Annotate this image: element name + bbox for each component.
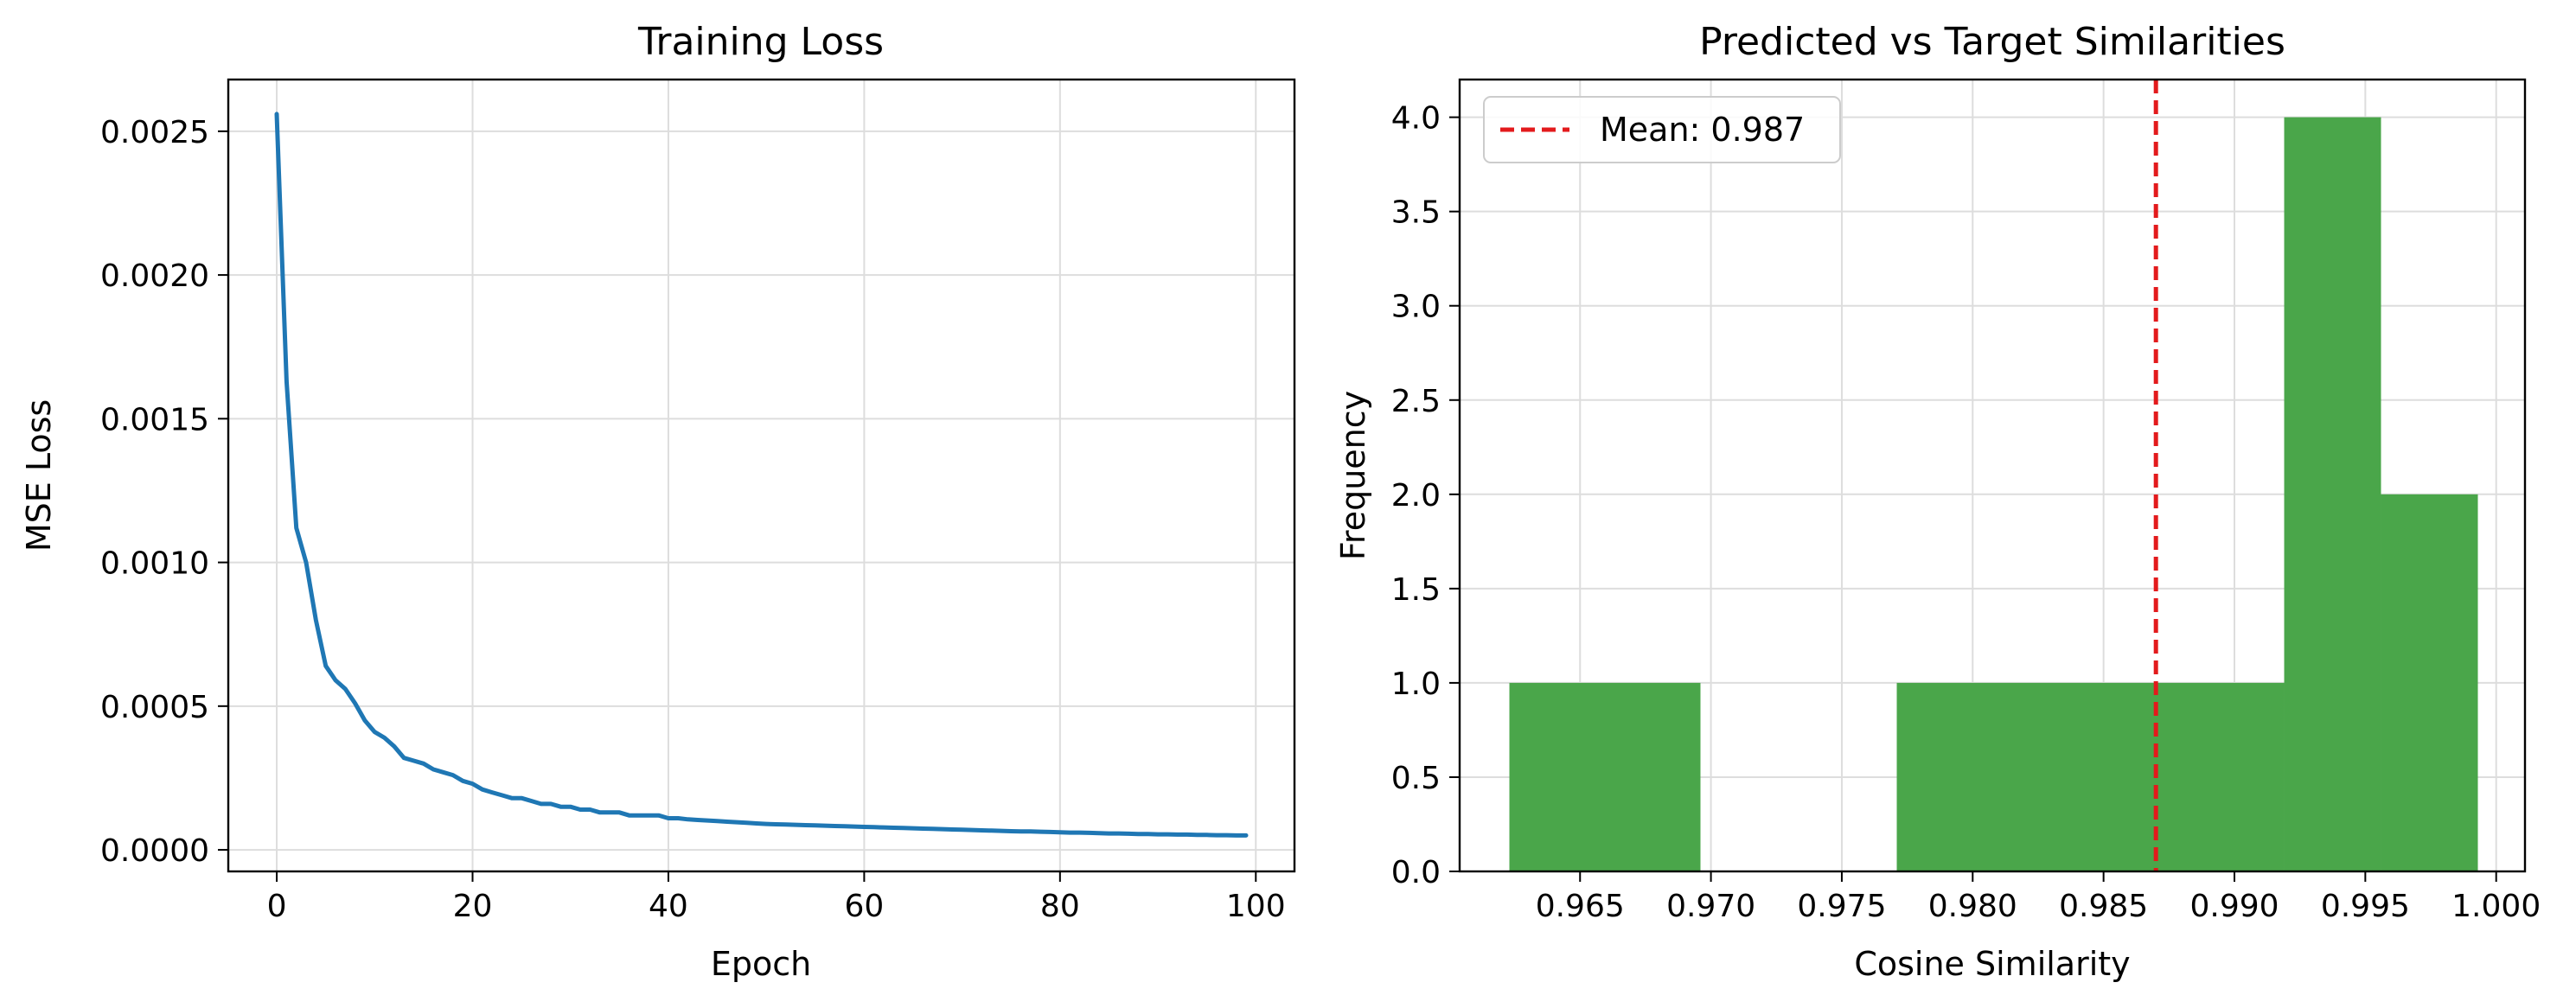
training-loss-x-tick-label: 0	[267, 889, 287, 924]
similarity-y-tick-label: 3.5	[1391, 195, 1441, 231]
training-loss-axes-frame	[227, 78, 1296, 873]
similarity-x-tick-label: 1.000	[2451, 889, 2541, 924]
similarity-y-tick-label: 2.0	[1391, 478, 1441, 514]
similarity-ticks: 0.965 0.970 0.975 0.980 0.985 0.990 0.995 1.000…	[1391, 101, 2541, 924]
legend-mean-label: Mean: 0.987	[1600, 111, 1805, 149]
training-loss-y-tick-label: 0.0015	[100, 402, 209, 437]
training-loss-chart: 0 20 40 60 80 100 0.0000 0.0005 0.0010 0.0015 0.00…	[20, 20, 1296, 983]
similarity-x-tick-label: 0.995	[2321, 889, 2410, 924]
similarity-x-tick-label: 0.970	[1666, 889, 1755, 924]
training-loss-y-axis-label: MSE Loss	[20, 399, 58, 552]
training-loss-series-line	[274, 112, 1249, 838]
training-loss-y-tick-label: 0.0000	[100, 833, 209, 869]
histogram-bar	[2284, 117, 2381, 872]
histogram-bar	[1509, 682, 1701, 871]
training-loss-x-tick-label: 100	[1226, 889, 1286, 924]
training-loss-y-tick-label: 0.0020	[100, 258, 209, 294]
training-loss-grid	[228, 80, 1294, 871]
training-loss-ticks: 0 20 40 60 80 100 0.0000 0.0005 0.0010 0.0015 0.00…	[100, 115, 1286, 924]
training-loss-x-tick-label: 60	[844, 889, 884, 924]
similarity-y-tick-label: 0.0	[1391, 855, 1441, 890]
similarity-y-axis-label: Frequency	[1334, 391, 1372, 560]
similarity-axes-frame	[1458, 78, 2527, 873]
similarity-x-tick-label: 0.990	[2189, 889, 2279, 924]
similarity-x-tick-label: 0.965	[1536, 889, 1625, 924]
training-loss-x-axis-label: Epoch	[711, 945, 811, 983]
histogram-bar	[1896, 682, 2285, 871]
similarity-y-tick-label: 3.0	[1391, 290, 1441, 325]
similarity-histogram-chart: 0.965 0.970 0.975 0.980 0.985 0.990 0.995 1.000…	[1334, 20, 2541, 983]
training-loss-y-tick-label: 0.0010	[100, 546, 209, 582]
training-loss-x-tick-label: 40	[649, 889, 688, 924]
similarity-y-tick-label: 0.5	[1391, 761, 1441, 796]
training-loss-title: Training Loss	[637, 20, 884, 64]
histogram-bar	[2381, 494, 2478, 871]
similarity-y-tick-label: 4.0	[1391, 101, 1441, 137]
similarity-y-tick-label: 2.5	[1391, 384, 1441, 419]
similarity-x-tick-label: 0.985	[2059, 889, 2148, 924]
similarity-y-tick-label: 1.5	[1391, 572, 1441, 608]
training-loss-y-tick-label: 0.0025	[100, 115, 209, 150]
similarity-title: Predicted vs Target Similarities	[1699, 20, 2285, 64]
similarity-y-tick-label: 1.0	[1391, 667, 1441, 702]
similarity-x-axis-label: Cosine Similarity	[1854, 945, 2130, 983]
similarity-x-tick-label: 0.980	[1928, 889, 2017, 924]
training-loss-line-layer	[274, 112, 1249, 838]
training-loss-x-tick-label: 20	[453, 889, 493, 924]
legend: Mean: 0.987	[1483, 96, 1841, 163]
training-loss-x-tick-label: 80	[1040, 889, 1080, 924]
legend-box	[1483, 96, 1841, 163]
similarity-x-tick-label: 0.975	[1797, 889, 1886, 924]
training-loss-y-tick-label: 0.0005	[100, 690, 209, 725]
similarity-bars	[1509, 117, 2478, 872]
